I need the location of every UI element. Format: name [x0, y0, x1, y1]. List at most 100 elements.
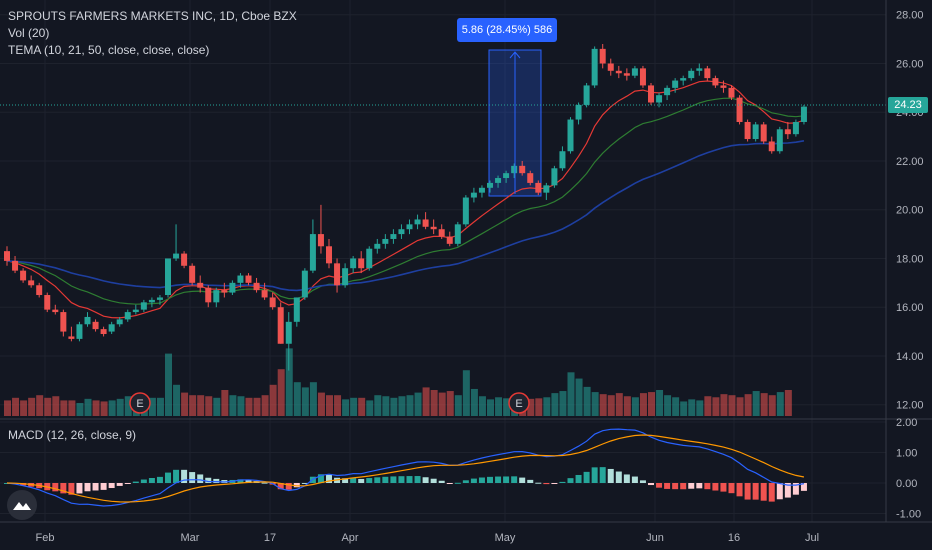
macd-histogram-bar: [52, 483, 59, 492]
macd-histogram-bar: [519, 477, 526, 483]
macd-histogram-bar: [342, 478, 349, 483]
candle-body: [36, 285, 43, 296]
volume-bar: [696, 400, 704, 416]
macd-histogram-bar: [374, 477, 381, 483]
volume-bar: [36, 395, 44, 416]
tema-10-line: [6, 80, 805, 319]
volume-bar: [760, 393, 768, 416]
candle-body: [487, 182, 493, 188]
volume-bar: [245, 397, 253, 416]
volume-bar: [148, 397, 156, 416]
macd-histogram-bar: [688, 483, 695, 489]
price-tick-label: 18.00: [896, 253, 924, 265]
volume-bar: [623, 396, 631, 416]
candle-body: [720, 85, 727, 88]
candle-body: [575, 104, 582, 120]
volume-bar: [784, 390, 792, 416]
candle-body: [285, 321, 292, 344]
macd-line: [6, 428, 805, 507]
macd-histogram-bar: [495, 476, 502, 483]
candle-body: [4, 251, 10, 261]
macd-histogram-bar: [567, 478, 574, 483]
volume-bar: [189, 395, 197, 416]
macd-histogram-bar: [438, 480, 445, 483]
volume-bar: [317, 392, 325, 416]
volume-bar: [108, 400, 116, 416]
macd-histogram-bar: [712, 483, 719, 491]
price-tick-label: 28.00: [896, 10, 924, 22]
candle-body: [543, 185, 550, 193]
price-tick-label: 16.00: [896, 302, 924, 314]
candle-body: [44, 295, 51, 310]
volume-bar: [84, 398, 92, 416]
volume-bar: [591, 392, 599, 416]
candle-body: [688, 70, 695, 79]
candle-body: [358, 258, 365, 269]
candle-body: [350, 258, 357, 269]
macd-histogram-bar: [414, 476, 421, 483]
candle-body: [253, 282, 260, 291]
volume-bar: [253, 397, 261, 416]
macd-tick-label: 2.00: [896, 417, 917, 429]
volume-bar: [438, 392, 446, 416]
macd-histogram-bar: [648, 483, 654, 486]
macd-histogram-bar: [535, 482, 542, 484]
candle-body: [454, 224, 461, 244]
volume-bar: [20, 400, 28, 416]
candle-body: [631, 68, 638, 76]
volume-bar: [301, 387, 309, 416]
macd-legend: MACD (12, 26, close, 9): [8, 428, 137, 442]
macd-histogram-bar: [599, 467, 606, 483]
volume-bar: [156, 397, 164, 416]
tradingview-logo-icon[interactable]: [7, 490, 37, 520]
volume-legend: Vol (20): [8, 26, 50, 40]
macd-pane: [4, 428, 807, 507]
volume-bar: [382, 396, 390, 416]
tema-21-line: [6, 97, 805, 305]
macd-histogram-bar: [181, 469, 188, 483]
macd-histogram-bar: [366, 478, 373, 483]
macd-histogram-bar: [680, 483, 687, 490]
earnings-marker[interactable]: [129, 392, 151, 414]
volume-bar: [422, 387, 430, 416]
macd-histogram-bar: [350, 477, 357, 483]
macd-histogram-bar: [583, 471, 590, 483]
macd-histogram-bar: [390, 476, 397, 483]
macd-histogram-bar: [293, 483, 300, 488]
candle-body: [205, 287, 212, 303]
candle-body: [301, 270, 308, 298]
price-tick-label: 12.00: [896, 400, 924, 412]
macd-histogram-bar: [720, 483, 727, 492]
macd-histogram-bar: [446, 483, 453, 484]
volume-bar: [478, 396, 486, 416]
volume-bar: [664, 395, 672, 416]
macd-histogram-bar: [462, 480, 469, 483]
earnings-marker[interactable]: [508, 392, 530, 414]
volume-bar: [599, 394, 607, 416]
volume-bar: [181, 392, 189, 416]
volume-bar: [639, 393, 647, 416]
candle-body: [132, 309, 139, 313]
chart-title: SPROUTS FARMERS MARKETS INC, 1D, Cboe BZ…: [8, 9, 297, 23]
measure-arrowhead: [509, 51, 521, 59]
volume-bar: [454, 395, 462, 416]
candle-body: [84, 316, 91, 325]
volume-bar: [92, 400, 100, 416]
volume-bar: [744, 394, 752, 416]
candle-body: [664, 87, 671, 96]
candle-body: [293, 297, 300, 322]
macd-histogram-bar: [784, 483, 791, 498]
time-tick-label: Jul: [805, 532, 819, 544]
measure-label[interactable]: 5.86 (28.45%) 586: [457, 18, 557, 42]
candle-body: [736, 97, 743, 122]
candle-body: [60, 312, 67, 332]
macd-histogram-bar: [623, 474, 630, 483]
macd-tick-label: 0.00: [896, 478, 917, 490]
macd-histogram-bar: [728, 483, 735, 494]
volume-bar: [124, 396, 132, 416]
candle-body: [374, 243, 381, 249]
macd-histogram-bar: [704, 483, 711, 490]
